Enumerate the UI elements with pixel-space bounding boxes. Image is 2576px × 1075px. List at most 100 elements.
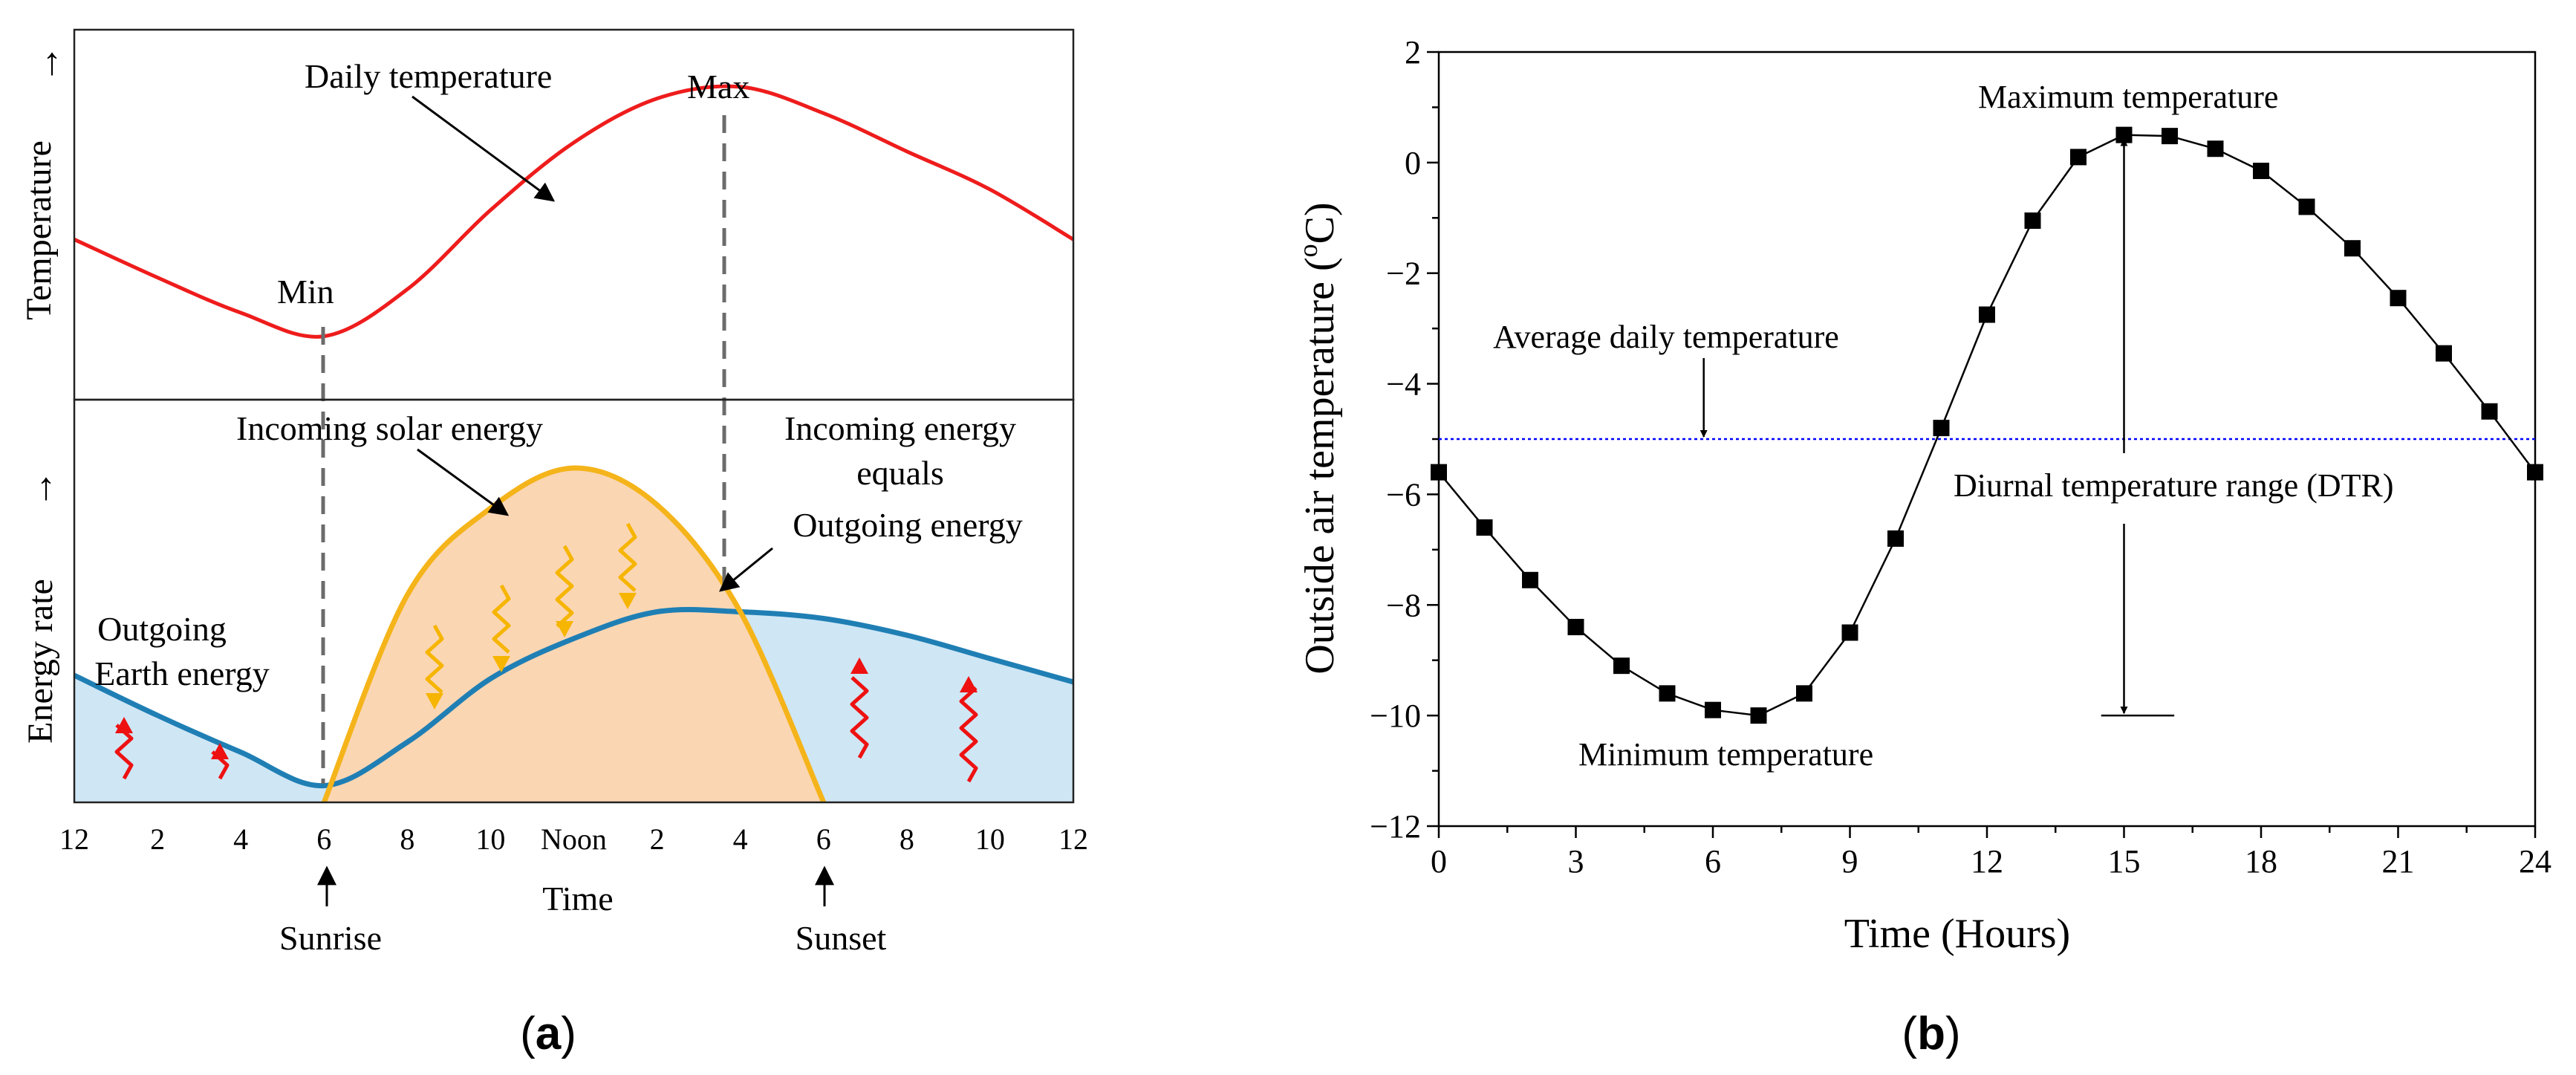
temperature-point [1431, 464, 1447, 481]
wavy-energy-arrowhead [619, 593, 637, 609]
y-tick-label: 2 [1405, 34, 1421, 71]
temperature-point [1522, 571, 1538, 588]
time-tick-label: 2 [150, 822, 165, 856]
equals-arrow [718, 547, 773, 592]
temperature-point [1567, 619, 1584, 636]
x-tick-label: 18 [2245, 843, 2277, 880]
temperature-point [2436, 345, 2452, 362]
panel-b: −12 −10 −8 −6 −4 −2 0 2 0 3 6 9 12 15 18 21 24 Outside a… [1293, 34, 2551, 1059]
temperature-point [1887, 530, 1904, 547]
outgoing-energy-curve [73, 606, 1074, 789]
time-tick-labels: 12 2 4 6 8 10 Noon 2 4 6 8 10 12 [59, 822, 1088, 856]
temperature-point [1796, 685, 1812, 702]
incoming-solar-label: Incoming solar energy [236, 409, 543, 447]
wavy-energy-arrowhead [426, 693, 443, 709]
y-tick-label: 0 [1405, 145, 1421, 181]
temperature-point [1750, 707, 1767, 724]
wavy-energy-arrowhead [115, 717, 133, 733]
y-tick-label: −8 [1386, 587, 1421, 623]
outgoing-earth-line1: Outgoing [97, 610, 227, 648]
x-tick-label: 15 [2108, 843, 2141, 880]
equals-label-line3: Outgoing energy [793, 506, 1023, 544]
wavy-energy-arrow [425, 624, 444, 694]
wavy-energy-arrow [114, 724, 134, 780]
energy-wavy-arrows [114, 522, 978, 783]
x-axis-title: Time [542, 880, 613, 918]
y-tick-label: −10 [1370, 698, 1421, 734]
b-annot-dtr: Diurnal temperature range (DTR) [1954, 467, 2394, 504]
temperature-point [2390, 290, 2407, 307]
daily-temperature-curve [73, 84, 1075, 339]
incoming-solar-area [324, 467, 824, 802]
temperature-series-line [1438, 134, 2536, 717]
temperature-point [2162, 128, 2178, 145]
time-tick-label: 4 [733, 822, 748, 856]
wavy-energy-arrowhead [211, 743, 229, 759]
temperature-point [2344, 240, 2361, 257]
temperature-point [1659, 685, 1676, 702]
time-tick-label: 6 [316, 822, 331, 856]
min-label: Min [277, 273, 334, 311]
wavy-energy-arrowhead [492, 656, 510, 672]
wavy-energy-arrow [618, 522, 637, 592]
wavy-energy-arrowhead [850, 657, 868, 674]
temperature-point [2115, 126, 2133, 143]
b-annot-max: Maximum temperature [1978, 79, 2278, 115]
b-annot-avg: Average daily temperature [1493, 319, 1839, 355]
x-tick-label: 21 [2382, 843, 2415, 880]
y-tick-label: −2 [1386, 256, 1421, 292]
time-tick-label: Noon [541, 822, 607, 856]
temperature-annotations [1700, 138, 2175, 717]
wavy-energy-arrow [492, 584, 511, 654]
temperature-point [1933, 420, 1950, 437]
wavy-energy-arrow [959, 686, 978, 783]
temperature-point [2253, 163, 2269, 180]
temperature-point [1705, 701, 1721, 718]
top-yaxis-arrow: ↑ [42, 41, 62, 83]
wavy-energy-arrowhead [960, 676, 978, 692]
temperature-axes: −12 −10 −8 −6 −4 −2 0 2 0 3 6 9 12 15 18 21 24 [1370, 34, 2551, 880]
x-tick-label: 0 [1431, 843, 1447, 880]
panel-b-label: (b) [1902, 1008, 1960, 1059]
temperature-point [2527, 464, 2543, 481]
panel-a: Temperature ↑ Energy rate ↑ Daily temper… [19, 28, 1088, 1059]
x-tick-label: 3 [1568, 843, 1584, 880]
time-tick-label: 4 [233, 822, 248, 856]
x-tick-label: 24 [2519, 843, 2551, 880]
top-plot-frame [73, 28, 1075, 401]
top-ylabel: Temperature [19, 140, 59, 320]
temperature-point [1841, 624, 1858, 641]
incoming-solar-curve [322, 465, 827, 804]
x-tick-label: 12 [1971, 843, 2003, 880]
y-tick-label: −4 [1386, 366, 1421, 403]
temperature-point [1979, 306, 1995, 323]
wavy-energy-arrowhead [556, 621, 573, 637]
temperature-point [1476, 519, 1493, 536]
temperature-point [2024, 212, 2041, 230]
time-tick-label: 10 [475, 822, 505, 856]
temperature-point [1613, 657, 1630, 675]
x-tick-label: 9 [1842, 843, 1858, 880]
outgoing-earth-line2: Earth energy [94, 655, 269, 692]
time-tick-label: 10 [975, 822, 1005, 856]
sunset-label: Sunset [796, 919, 887, 957]
max-label: Max [687, 68, 749, 105]
wavy-energy-arrow [850, 676, 869, 759]
daily-temperature-label: Daily temperature [305, 57, 552, 95]
y-tick-label: −12 [1370, 808, 1421, 845]
bottom-ylabel: Energy rate [21, 579, 60, 744]
panel-a-label: (a) [520, 1008, 576, 1059]
time-tick-label: 12 [59, 822, 89, 856]
daily-temperature-arrow [412, 95, 556, 202]
b-ylabel: Outside air temperature (oC) [1293, 202, 1343, 674]
time-tick-label: 8 [400, 822, 414, 856]
time-tick-label: 6 [816, 822, 831, 856]
equals-label-line2: equals [856, 454, 944, 492]
temperature-point [2070, 149, 2087, 166]
bottom-yaxis-arrow: ↑ [36, 466, 56, 508]
incoming-solar-arrow [417, 448, 510, 516]
x-tick-label: 6 [1705, 843, 1721, 880]
time-tick-label: 2 [650, 822, 665, 856]
